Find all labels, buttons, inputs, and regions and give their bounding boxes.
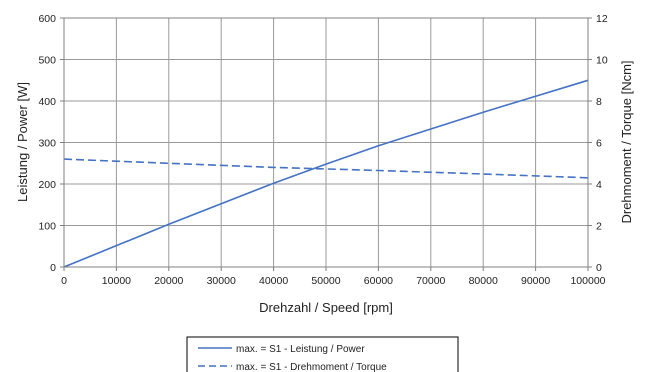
- y-tick-label: 500: [38, 55, 56, 67]
- y-axis-title: Leistung / Power [W]: [15, 82, 30, 202]
- x-tick-label: 60000: [364, 275, 393, 287]
- y-tick-label: 100: [38, 221, 56, 233]
- x-tick-label: 80000: [469, 275, 498, 287]
- y2-tick-label: 12: [596, 13, 608, 25]
- torque-series-line: [63, 158, 589, 179]
- x-tick-labels: 0 10000 20000 30000 40000 50000 60000 70000 8000…: [61, 275, 606, 287]
- y2-axis-title: Drehmoment / Torque [Ncm]: [619, 60, 634, 223]
- grid-lines: [60, 17, 592, 271]
- x-tick-label: 90000: [521, 275, 550, 287]
- y2-tick-label: 4: [596, 179, 602, 191]
- x-tick-label: 10000: [102, 275, 131, 287]
- y-tick-labels: 0 100 200 300 400 500 600: [38, 13, 56, 274]
- power-series-line: [63, 79, 589, 268]
- y2-tick-label: 10: [596, 55, 608, 67]
- x-tick-label: 20000: [154, 275, 183, 287]
- x-tick-label: 0: [61, 275, 67, 287]
- y-tick-label: 200: [38, 179, 56, 191]
- legend-torque-label: max. = S1 - Drehmoment / Torque: [236, 362, 387, 372]
- series-lines: [63, 79, 589, 268]
- y2-tick-label: 2: [596, 221, 602, 233]
- x-tick-label: 30000: [207, 275, 236, 287]
- x-tick-label: 100000: [570, 275, 605, 287]
- y-tick-label: 300: [38, 138, 56, 150]
- legend: max. = S1 - Leistung / Power max. = S1 -…: [186, 336, 459, 372]
- y2-tick-label: 8: [596, 96, 602, 108]
- y-tick-label: 600: [38, 13, 56, 25]
- y2-tick-labels: 0 2 4 6 8 10 12: [596, 13, 608, 274]
- y2-tick-label: 6: [596, 138, 602, 150]
- legend-power-label: max. = S1 - Leistung / Power: [236, 344, 365, 355]
- x-axis-title: Drehzahl / Speed [rpm]: [259, 300, 393, 315]
- y-tick-label: 0: [50, 262, 56, 274]
- x-tick-label: 40000: [259, 275, 288, 287]
- x-tick-label: 70000: [416, 275, 445, 287]
- y-tick-label: 400: [38, 96, 56, 108]
- x-tick-label: 50000: [311, 275, 340, 287]
- y2-tick-label: 0: [596, 262, 602, 274]
- plot-border: [63, 17, 589, 268]
- legend-box: [186, 336, 459, 372]
